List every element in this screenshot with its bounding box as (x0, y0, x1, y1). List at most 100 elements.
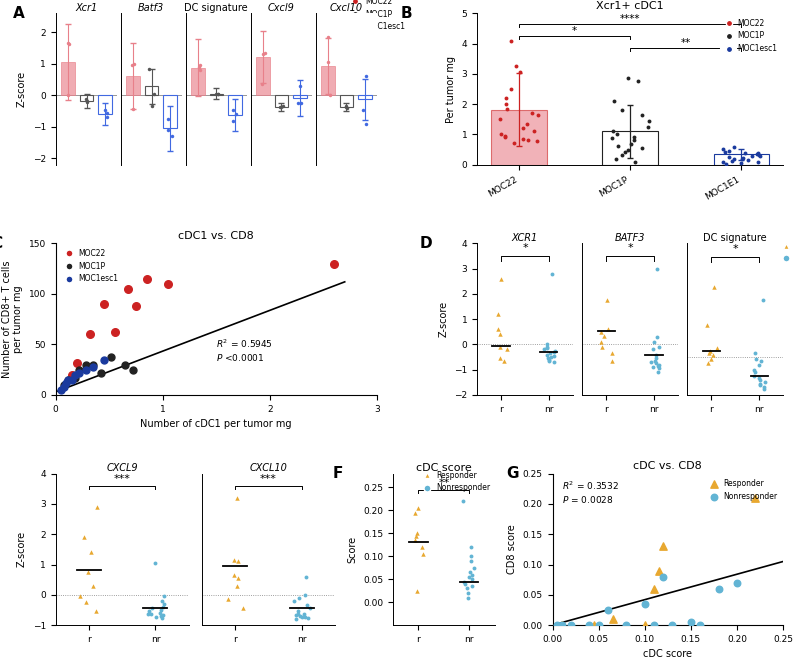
Bar (321, 66, 335, 95)
Y-axis label: Z-score: Z-score (17, 531, 27, 567)
Bar (61, 63, 75, 95)
Text: C: C (0, 236, 2, 251)
Y-axis label: Z-score: Z-score (439, 301, 448, 337)
Responder (638, 620, 651, 630)
MOC22 (108, 327, 121, 338)
Nonresponder (684, 616, 697, 627)
Y-axis label: Number of CD8+ T cells
per tumor mg: Number of CD8+ T cells per tumor mg (2, 261, 23, 378)
Title: Cxcl10: Cxcl10 (330, 3, 363, 13)
MOC22 (83, 329, 96, 340)
Bar (603, 132, 658, 165)
Text: ***: *** (260, 474, 277, 484)
Text: ***: *** (114, 474, 130, 484)
Bar (339, 95, 353, 107)
Responder (606, 614, 619, 624)
Bar (491, 110, 547, 165)
MOC1esc1 (58, 382, 71, 392)
Nonresponder (583, 620, 595, 630)
Bar (228, 95, 242, 115)
Legend: Responder, Nonresponder: Responder, Nonresponder (418, 470, 491, 493)
MOC1P (126, 364, 139, 375)
Text: ****: **** (620, 14, 641, 24)
Text: G: G (506, 466, 519, 481)
Nonresponder (712, 583, 725, 594)
MOC22 (71, 357, 83, 368)
Nonresponder (564, 620, 577, 630)
MOC22 (130, 301, 142, 311)
Text: B: B (401, 6, 413, 21)
Y-axis label: Per tumor mg: Per tumor mg (446, 55, 456, 122)
MOC1esc1 (73, 367, 86, 378)
Text: *: * (572, 26, 577, 36)
MOC1esc1 (87, 361, 99, 372)
Nonresponder (638, 598, 651, 609)
MOC1esc1 (98, 354, 111, 365)
MOC1P (62, 374, 75, 385)
Text: *: * (522, 243, 528, 253)
Title: Batf3: Batf3 (138, 3, 165, 13)
Bar (163, 95, 177, 128)
Responder (556, 620, 568, 630)
Title: CXCL10: CXCL10 (250, 463, 288, 473)
Bar (274, 95, 289, 107)
MOC1esc1 (60, 378, 72, 388)
MOC22 (122, 283, 135, 294)
MOC1P (105, 351, 118, 362)
Text: D: D (420, 236, 432, 251)
Legend: MOC22, MOC1P, MOC1esc1: MOC22, MOC1P, MOC1esc1 (60, 247, 119, 285)
Title: Xcr1+ cDC1: Xcr1+ cDC1 (596, 1, 664, 11)
MOC22 (65, 369, 78, 380)
Nonresponder (731, 577, 743, 588)
Title: CXCL9: CXCL9 (107, 463, 138, 473)
Title: cDC1 vs. CD8: cDC1 vs. CD8 (178, 231, 254, 241)
Text: *: * (732, 245, 738, 255)
MOC1esc1 (65, 374, 78, 385)
Responder (648, 583, 661, 594)
Title: DC signature: DC signature (704, 233, 767, 243)
Nonresponder (694, 620, 707, 630)
Bar (256, 57, 270, 95)
Title: cDC vs. CD8: cDC vs. CD8 (634, 462, 702, 471)
Bar (126, 76, 140, 95)
MOC1esc1 (80, 364, 92, 375)
Text: $R^2$ = 0.3532
$P$ = 0.0028: $R^2$ = 0.3532 $P$ = 0.0028 (562, 479, 619, 505)
Responder (652, 565, 665, 576)
Text: **: ** (438, 478, 449, 488)
Title: DC signature: DC signature (184, 3, 248, 13)
Nonresponder (551, 620, 564, 630)
MOC1esc1 (62, 374, 75, 385)
MOC22 (140, 273, 153, 284)
Y-axis label: Score: Score (347, 536, 358, 563)
Text: F: F (332, 466, 343, 481)
Nonresponder (648, 620, 661, 630)
Responder (749, 493, 762, 503)
Bar (191, 68, 205, 95)
MOC22 (161, 279, 174, 289)
Y-axis label: Z-score: Z-score (17, 71, 27, 107)
Legend: Responder, Nonresponder: Responder, Nonresponder (705, 477, 779, 502)
X-axis label: Number of cDC1 per tumor mg: Number of cDC1 per tumor mg (141, 419, 292, 429)
Text: *: * (627, 243, 633, 253)
Bar (714, 154, 770, 165)
Nonresponder (620, 620, 633, 630)
Title: XCR1: XCR1 (512, 233, 538, 243)
Text: **: ** (681, 38, 691, 48)
Nonresponder (556, 620, 568, 630)
Title: Cxcl9: Cxcl9 (268, 3, 295, 13)
MOC1P (95, 367, 107, 378)
MOC1P (80, 359, 92, 370)
Bar (359, 95, 372, 99)
Title: cDC score: cDC score (416, 463, 471, 473)
Nonresponder (657, 571, 669, 582)
Bar (145, 86, 158, 95)
Bar (293, 95, 307, 98)
MOC1P (58, 380, 71, 390)
Bar (210, 94, 223, 95)
Text: A: A (13, 6, 25, 21)
Nonresponder (666, 620, 679, 630)
MOC1P (68, 372, 81, 383)
Nonresponder (592, 620, 605, 630)
MOC1P (87, 359, 99, 370)
MOC1esc1 (68, 369, 81, 380)
Legend: MOC22, MOC1P, MOC1esc1: MOC22, MOC1P, MOC1esc1 (347, 0, 406, 32)
